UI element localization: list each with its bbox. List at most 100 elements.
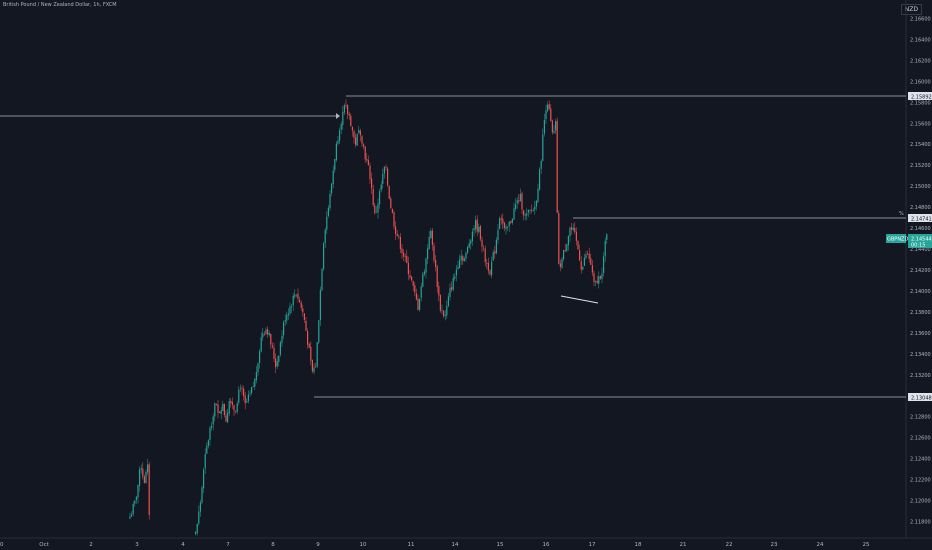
- candle-down: [244, 395, 246, 404]
- candle-up: [380, 184, 382, 191]
- candle-down: [215, 403, 217, 405]
- price-tick-label: 2.11800: [910, 520, 931, 526]
- price-tick-label: 2.12200: [910, 478, 931, 484]
- candle-down: [353, 130, 355, 138]
- candle-up: [331, 183, 333, 194]
- candle-down: [148, 464, 150, 515]
- candle-up: [547, 104, 549, 111]
- candle-up: [265, 329, 267, 335]
- candle-up: [292, 295, 294, 306]
- candle-down: [385, 167, 387, 169]
- candle-down: [363, 144, 365, 147]
- time-tick-label: 25: [863, 542, 870, 548]
- candle-up: [601, 273, 603, 280]
- candle-up: [254, 379, 256, 387]
- candle-up: [228, 401, 230, 414]
- candle-down: [263, 334, 265, 335]
- candle-down: [235, 411, 237, 413]
- candle-up: [209, 427, 211, 440]
- candle-down: [302, 308, 304, 313]
- candle-up: [465, 252, 467, 259]
- candle-up: [383, 166, 385, 174]
- candle-down: [388, 186, 390, 199]
- candle-up: [507, 226, 509, 228]
- trend-line-low[interactable]: [560, 295, 599, 304]
- candle-up: [279, 342, 281, 355]
- candle-up: [356, 134, 358, 146]
- candle-down: [510, 221, 512, 223]
- candle-up: [131, 514, 133, 517]
- candle-down: [367, 159, 369, 166]
- candle-down: [223, 403, 225, 416]
- candle-down: [217, 404, 219, 413]
- candle-down: [351, 126, 353, 131]
- candle-down: [371, 178, 373, 189]
- candle-down: [588, 253, 590, 259]
- candle-up: [238, 389, 240, 403]
- candle-up: [582, 266, 584, 270]
- candle-up: [358, 129, 360, 134]
- time-axis[interactable]: 0 Oct 2 3 4 7 8 9 10 11 14 15 16 17 18 21 22 23 24 25: [0, 542, 870, 548]
- candle-up: [236, 403, 238, 412]
- candle-up: [319, 289, 321, 321]
- candle-up: [201, 487, 203, 503]
- candle-down: [580, 261, 582, 270]
- time-tick-label: 0: [0, 542, 4, 548]
- candle-up: [419, 298, 421, 310]
- candle-up: [198, 511, 200, 524]
- candle-down: [361, 136, 363, 144]
- candle-up: [206, 445, 208, 454]
- current-price-badge: GBPNZD 2.14544 00:15: [886, 234, 932, 249]
- price-tick-label: 2.12800: [910, 415, 931, 421]
- candle-down: [219, 411, 221, 413]
- candle-up: [287, 313, 289, 316]
- candle-up: [563, 249, 565, 260]
- candle-up: [497, 229, 499, 241]
- candle-down: [345, 104, 347, 106]
- candle-up: [382, 173, 384, 185]
- candle-up: [129, 516, 131, 519]
- candle-down: [273, 347, 275, 359]
- time-tick-label: 23: [771, 542, 778, 548]
- candle-up: [255, 372, 257, 381]
- candle-down: [564, 249, 566, 251]
- time-tick-label: 18: [635, 542, 642, 548]
- price-tick-label: 2.15200: [910, 163, 931, 169]
- candle-up: [313, 367, 315, 373]
- currency-label[interactable]: NZD: [900, 4, 922, 15]
- candle-down: [462, 256, 464, 262]
- price-tick-label: 2.15000: [910, 184, 931, 190]
- candle-down: [409, 274, 411, 278]
- price-tick-label: 2.15800: [910, 100, 931, 106]
- candle-up: [468, 243, 470, 248]
- candle-up: [540, 160, 542, 169]
- candle-down: [142, 468, 144, 477]
- candle-down: [531, 209, 533, 211]
- candle-down: [299, 299, 301, 302]
- svg-text:2.15892: 2.15892: [911, 95, 932, 101]
- candle-up: [278, 355, 280, 362]
- candle-down: [366, 158, 368, 161]
- candle-down: [398, 235, 400, 237]
- candle-down: [596, 280, 598, 283]
- price-tick-label: 2.14400: [910, 247, 931, 253]
- candle-up: [318, 320, 320, 343]
- candle-up: [561, 258, 563, 268]
- candle-down: [271, 345, 273, 348]
- candle-up: [447, 296, 449, 307]
- candle-down: [486, 262, 488, 264]
- candle-up: [508, 221, 510, 227]
- candle-up: [527, 210, 529, 213]
- candle-up: [212, 416, 214, 425]
- candle-down: [523, 210, 525, 216]
- candle-down: [412, 281, 414, 286]
- candle-up: [291, 306, 293, 308]
- candle-up: [495, 239, 497, 254]
- candle-up: [595, 281, 597, 282]
- candle-up: [251, 387, 253, 393]
- candle-up: [542, 134, 544, 161]
- time-tick-label: 24: [817, 542, 824, 548]
- candle-down: [593, 273, 595, 283]
- candle-up: [207, 440, 209, 447]
